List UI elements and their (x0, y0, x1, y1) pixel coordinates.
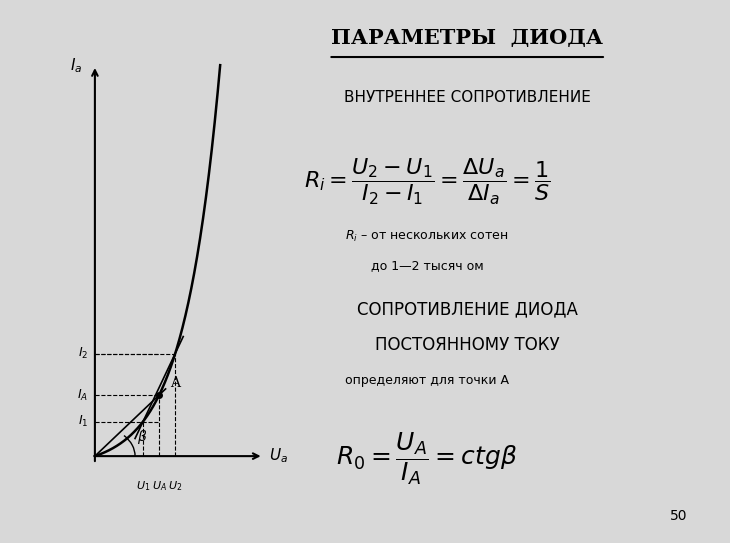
Text: ВНУТРЕННЕЕ СОПРОТИВЛЕНИЕ: ВНУТРЕННЕЕ СОПРОТИВЛЕНИЕ (344, 90, 591, 105)
Text: $U_2$: $U_2$ (168, 479, 182, 494)
Text: $U_1$: $U_1$ (136, 479, 150, 494)
Text: определяют для точки А: определяют для точки А (345, 374, 509, 387)
Text: $I_A$: $I_A$ (77, 388, 88, 402)
Text: до 1—2 тысяч ом: до 1—2 тысяч ом (371, 260, 483, 273)
Text: ПАРАМЕТРЫ  ДИОДА: ПАРАМЕТРЫ ДИОДА (331, 28, 603, 48)
Text: $U_A$: $U_A$ (152, 479, 166, 494)
Text: A: A (170, 376, 180, 389)
Text: ПОСТОЯННОМУ ТОКУ: ПОСТОЯННОМУ ТОКУ (375, 336, 559, 354)
Text: $\beta$: $\beta$ (137, 428, 147, 446)
Text: $R_i$ – от нескольких сотен: $R_i$ – от нескольких сотен (345, 229, 509, 244)
Text: $R_0 = \dfrac{U_A}{I_A} = ctg\beta$: $R_0 = \dfrac{U_A}{I_A} = ctg\beta$ (337, 431, 518, 487)
Text: 50: 50 (670, 509, 688, 523)
Text: $I_2$: $I_2$ (78, 346, 88, 361)
Text: $I_a$: $I_a$ (71, 56, 82, 74)
Text: $U_a$: $U_a$ (269, 447, 288, 465)
Text: СОПРОТИВЛЕНИЕ ДИОДА: СОПРОТИВЛЕНИЕ ДИОДА (357, 300, 577, 319)
Text: $R_i = \dfrac{U_2 - U_1}{I_2 - I_1} = \dfrac{\Delta U_a}{\Delta I_a} = \dfrac{1}: $R_i = \dfrac{U_2 - U_1}{I_2 - I_1} = \d… (304, 157, 550, 207)
Text: $I_1$: $I_1$ (78, 414, 88, 429)
